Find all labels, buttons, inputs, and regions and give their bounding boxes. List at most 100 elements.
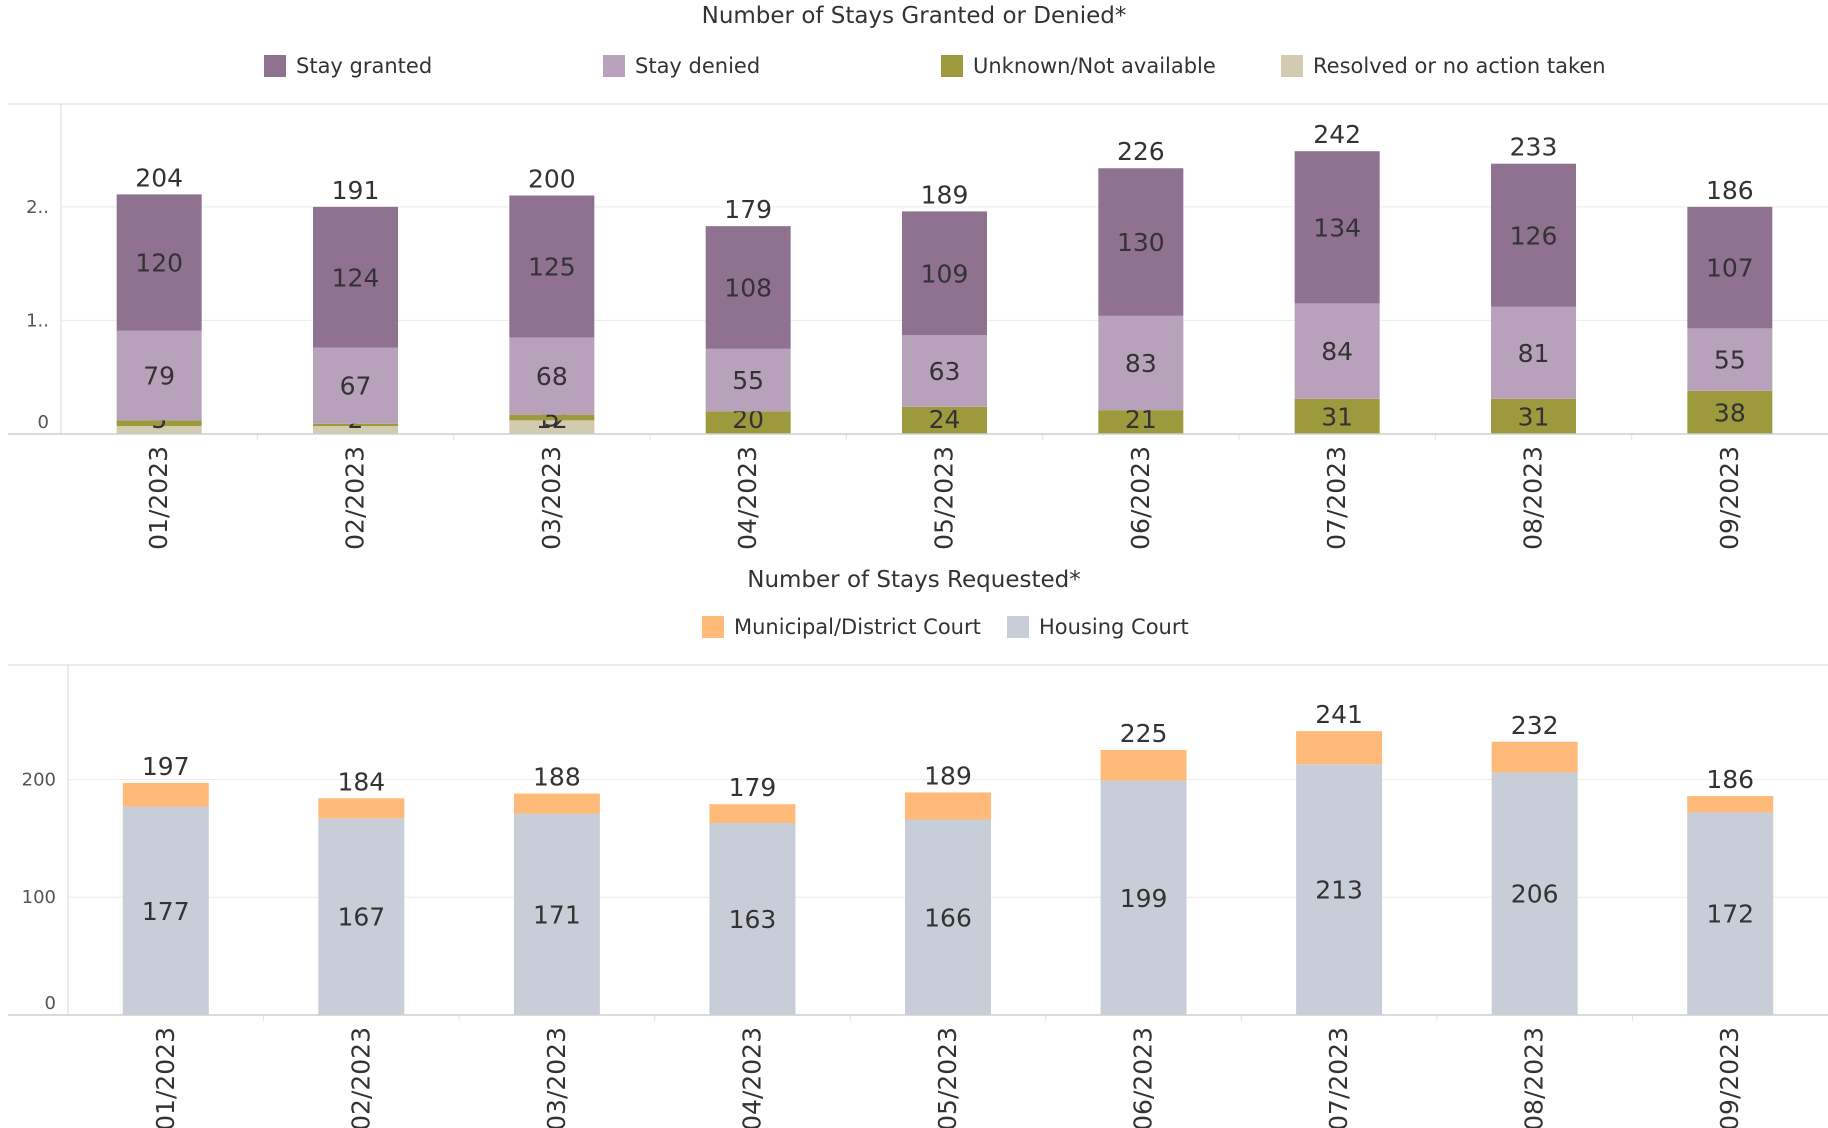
x-tick-label: 03/2023	[537, 446, 566, 550]
x-tick-label: 03/2023	[542, 1027, 571, 1128]
bar-value-label: 172	[1706, 900, 1754, 929]
bar-total-label: 197	[142, 752, 190, 781]
bar-segment	[1491, 741, 1578, 773]
bar-total-label: 186	[1706, 176, 1754, 205]
x-tick-label: 05/2023	[933, 1027, 962, 1128]
bar-value-label: 83	[1125, 349, 1157, 378]
stays-granted-denied-chart: 01..2..757912020401/2023726712419102/202…	[8, 103, 1828, 550]
bar-value-label: 81	[1518, 339, 1550, 368]
y-tick-label: 0	[38, 412, 49, 433]
bar-value-label: 130	[1117, 228, 1165, 257]
x-tick-label: 08/2023	[1519, 446, 1548, 550]
bar-value-label: 67	[340, 372, 372, 401]
bar-segment	[1100, 750, 1187, 781]
bar-segment	[509, 195, 595, 338]
bar-segment	[705, 348, 791, 412]
bar-segment	[705, 226, 791, 349]
bar-total-label: 191	[332, 176, 380, 205]
x-tick-label: 06/2023	[1126, 446, 1155, 550]
bar-value-label: 124	[332, 263, 380, 292]
bar-segment	[116, 330, 202, 421]
bar-total-label: 204	[135, 163, 183, 192]
chart2-title: Number of Stays Requested*	[747, 567, 1081, 593]
legend-label: Municipal/District Court	[734, 615, 981, 639]
bar-value-label: 171	[533, 900, 581, 929]
legend-unknown[interactable]: Unknown/Not available	[941, 54, 1216, 78]
bar-segment	[122, 806, 209, 1015]
legend-municipal-district[interactable]: Municipal/District Court	[702, 615, 981, 639]
bar-segment	[1491, 772, 1578, 1015]
bar-segment	[902, 211, 987, 336]
bar-total-label: 189	[921, 180, 969, 209]
bar-value-label: 84	[1321, 337, 1353, 366]
bar-segment	[1098, 168, 1184, 316]
bar-segment	[509, 414, 595, 421]
bar-segment	[709, 823, 796, 1015]
bar-total-label: 232	[1511, 711, 1559, 740]
bar-segment	[1491, 306, 1576, 399]
bar-segment	[1098, 410, 1184, 434]
bar-total-label: 200	[528, 165, 576, 194]
legend-resolved[interactable]: Resolved or no action taken	[1281, 54, 1606, 78]
bar-segment	[1491, 398, 1576, 434]
y-tick-label: 200	[22, 769, 56, 790]
bar-value-label: 126	[1510, 221, 1558, 250]
chart1-title: Number of Stays Granted or Denied*	[701, 3, 1127, 29]
bar-segment	[1687, 328, 1773, 391]
legend-label: Stay granted	[296, 54, 433, 78]
bar-value-label: 177	[142, 897, 190, 926]
bar-segment	[902, 335, 987, 407]
bar-value-label: 166	[924, 903, 972, 932]
bar-value-label: 107	[1706, 254, 1754, 283]
bar-segment	[509, 420, 595, 434]
bar-total-label: 184	[337, 767, 385, 796]
x-tick-label: 04/2023	[733, 446, 762, 550]
bar-segment	[318, 798, 405, 819]
x-tick-label: 07/2023	[1324, 1027, 1353, 1128]
legend-swatch	[1281, 55, 1303, 77]
bar-segment	[116, 426, 202, 434]
bar-total-label: 241	[1315, 700, 1363, 729]
legend-label: Resolved or no action taken	[1313, 54, 1606, 78]
x-tick-label: 07/2023	[1322, 446, 1351, 550]
bar-segment	[1687, 206, 1773, 329]
bar-segment	[905, 792, 991, 820]
bar-value-label: 79	[143, 362, 175, 391]
y-tick-label: 2..	[26, 197, 49, 218]
legend-swatch	[1007, 616, 1029, 638]
legend-stay-denied[interactable]: Stay denied	[603, 54, 760, 78]
x-tick-label: 01/2023	[144, 446, 173, 550]
bar-segment	[122, 782, 209, 807]
bar-segment	[509, 337, 595, 415]
bar-total-label: 225	[1120, 719, 1168, 748]
bar-value-label: 68	[536, 362, 568, 391]
bar-segment	[1687, 390, 1773, 434]
legend-swatch	[702, 616, 724, 638]
legend-stay-granted[interactable]: Stay granted	[264, 54, 432, 78]
bar-value-label: 63	[929, 357, 961, 386]
bar-segment	[116, 420, 202, 427]
legend-label: Stay denied	[635, 54, 761, 78]
x-tick-label: 01/2023	[151, 1027, 180, 1128]
bar-value-label: 163	[729, 905, 777, 934]
bar-value-label: 213	[1315, 876, 1363, 905]
bar-segment	[705, 411, 791, 434]
bar-value-label: 31	[1518, 402, 1550, 431]
legend-label: Unknown/Not available	[973, 54, 1216, 78]
x-tick-label: 02/2023	[341, 446, 370, 550]
bar-total-label: 179	[724, 195, 772, 224]
x-tick-label: 08/2023	[1520, 1027, 1549, 1128]
bar-segment	[1100, 780, 1187, 1015]
bar-value-label: 31	[1321, 402, 1353, 431]
bar-value-label: 167	[337, 903, 385, 932]
bar-value-label: 109	[921, 259, 969, 288]
bar-segment	[1294, 398, 1380, 434]
bar-value-label: 55	[1714, 346, 1746, 375]
legend-housing-court[interactable]: Housing Court	[1007, 615, 1189, 639]
bar-total-label: 189	[924, 761, 972, 790]
bar-segment	[709, 804, 796, 824]
bar-segment	[1296, 764, 1383, 1015]
bar-segment	[1294, 151, 1380, 304]
bar-total-label: 188	[533, 763, 581, 792]
y-tick-label: 1..	[26, 310, 49, 331]
